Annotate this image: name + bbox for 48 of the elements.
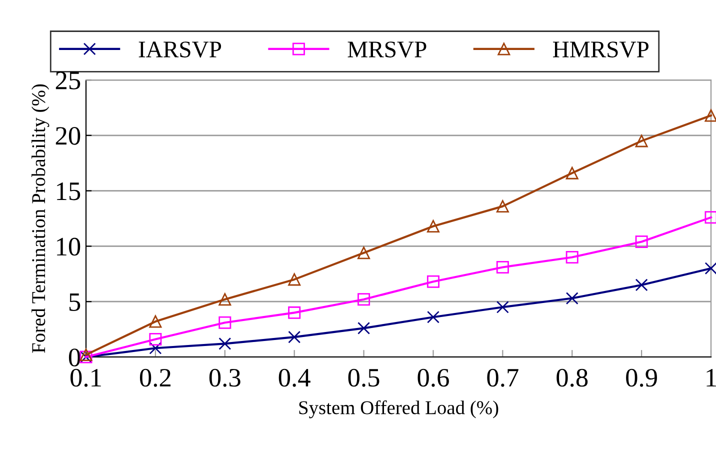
point xyxy=(635,278,648,292)
x-tick-label: 0.4 xyxy=(278,368,310,387)
y-axis-title: Fored Termination Probability (%) xyxy=(32,84,50,353)
point xyxy=(288,330,301,344)
x-tick-label: 0.8 xyxy=(556,368,588,387)
point xyxy=(566,166,578,180)
x-tick-label: 1 xyxy=(706,369,716,386)
point xyxy=(218,293,232,306)
y-tick-label: 0 xyxy=(68,348,80,366)
point xyxy=(288,306,301,319)
x-axis-title: System Offered Load (%) xyxy=(299,400,498,418)
point xyxy=(358,322,370,334)
x-tick-label: 0.9 xyxy=(626,368,657,387)
y-tick-label: 10 xyxy=(57,238,80,256)
legend-label: IARSVP xyxy=(138,42,222,58)
y-tick-label: 25 xyxy=(56,72,80,90)
point xyxy=(288,273,301,286)
legend-label: HMRSVP xyxy=(552,42,648,58)
x-tick-label: 0.1 xyxy=(70,368,101,387)
point xyxy=(149,315,162,328)
point xyxy=(149,342,162,354)
point xyxy=(426,275,440,288)
point xyxy=(426,220,440,233)
x-tick-label: 0.6 xyxy=(418,368,449,387)
point xyxy=(704,211,716,224)
y-tick-label: 5 xyxy=(69,293,80,312)
point xyxy=(704,262,716,275)
point xyxy=(566,251,578,264)
point xyxy=(635,236,648,248)
point xyxy=(358,293,370,306)
point xyxy=(496,300,509,314)
x-tick-label: 0.7 xyxy=(487,368,518,387)
legend-label: MRSVP xyxy=(348,42,426,58)
point xyxy=(426,310,440,324)
point xyxy=(635,134,648,148)
y-tick-label: 20 xyxy=(56,127,80,145)
point xyxy=(149,333,162,346)
point xyxy=(496,200,509,213)
point xyxy=(358,246,370,260)
x-tick-label: 0.5 xyxy=(348,368,380,387)
point xyxy=(566,292,578,305)
y-tick-label: 15 xyxy=(57,182,80,200)
point xyxy=(496,261,509,274)
point xyxy=(218,316,232,329)
x-tick-label: 0.2 xyxy=(140,368,170,387)
point xyxy=(704,109,716,122)
x-tick-label: 0.3 xyxy=(209,368,240,387)
point xyxy=(218,337,232,350)
